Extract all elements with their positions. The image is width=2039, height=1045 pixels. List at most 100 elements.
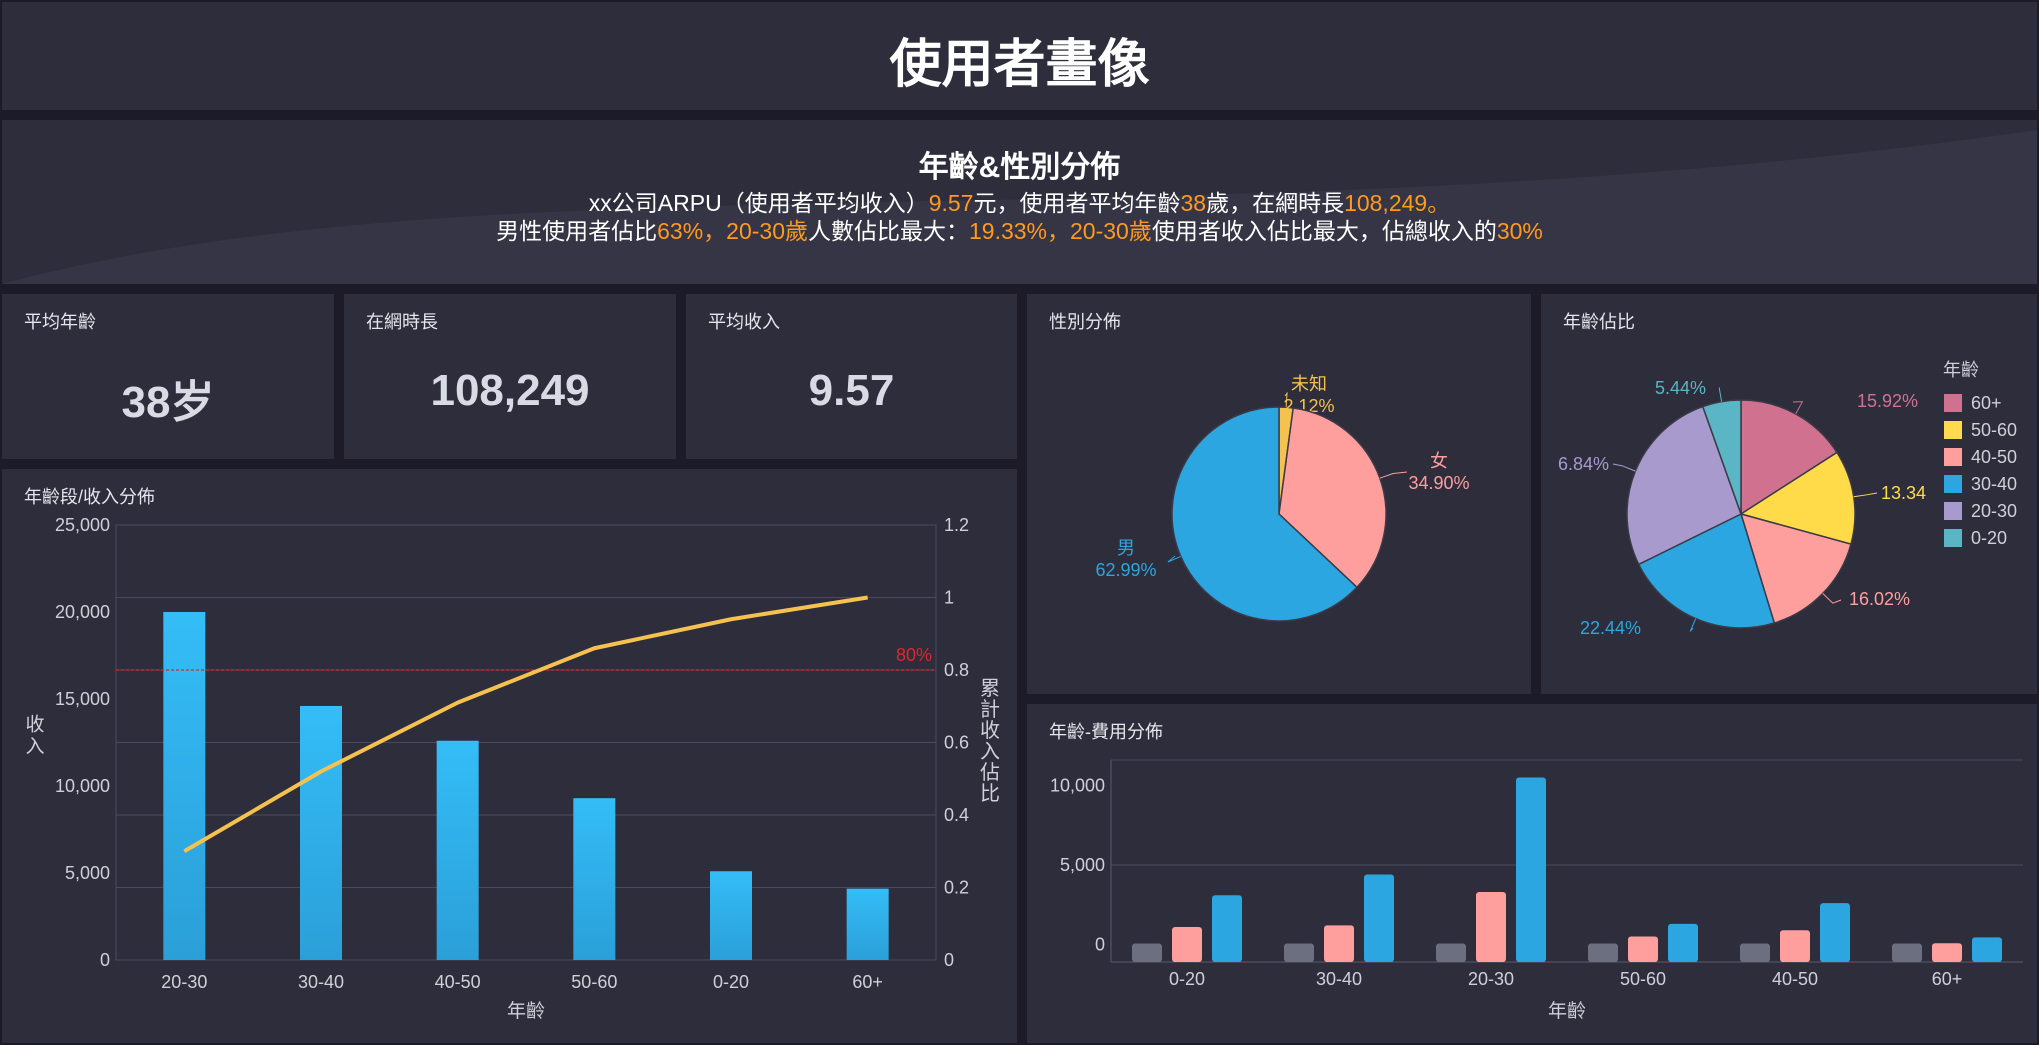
bar: [436, 740, 479, 960]
age-fee-title: 年齡-費用分佈: [1049, 722, 1163, 742]
age-fee-panel: 年齡-費用分佈 0 5,000 10,000 0-20 30-40 20-30 50-60 4…: [1027, 704, 2037, 1043]
bar: [846, 888, 889, 960]
gender-title: 性別分佈: [1049, 312, 1121, 332]
y2-tick-label: 1.2: [944, 515, 969, 535]
y-tick-label: 5,000: [65, 863, 110, 883]
summary-wave: [2, 130, 2037, 284]
fee-bar: [1740, 943, 1770, 962]
x-tick-label: 50-60: [571, 972, 617, 992]
y-tick-label: 20,000: [55, 602, 110, 622]
fee-bar: [1820, 903, 1850, 962]
legend-label: 40-50: [1971, 447, 2017, 467]
age-share-leader: [1853, 492, 1878, 498]
legend-label: 20-30: [1971, 501, 2017, 521]
age-share-leader: [1612, 463, 1636, 472]
age-share-slice: [1626, 405, 1742, 566]
age-share-leader: [1689, 618, 1697, 632]
fee-bar: [1932, 943, 1962, 962]
x-tick-label: 40-50: [1772, 969, 1818, 989]
fee-bar: [1324, 925, 1354, 962]
age-share-leader: [1718, 387, 1723, 402]
kpi-income-label: 平均收入: [708, 312, 780, 332]
summary-line-2-segment: 使用者收入佔比最大，佔總收入的: [1151, 218, 1497, 244]
age-share-panel: 年齡佔比 15.92% 13.34 16.02% 22.44% 6.84% 5.44% 年齡…: [1541, 294, 2037, 694]
y-tick-label: 25,000: [55, 515, 110, 535]
cumulative-line: [183, 595, 868, 853]
age-share-pie-chart: 15.92% 13.34 16.02% 22.44% 6.84% 5.44% 年齡 60+ 50…: [1558, 360, 2017, 638]
fee-bar: [1516, 777, 1546, 962]
fee-bar: [1972, 937, 2002, 962]
x-tick-label: 0-20: [713, 972, 749, 992]
fee-bar: [1132, 943, 1162, 962]
legend-label: 30-40: [1971, 474, 2017, 494]
gender-slice: [1278, 407, 1387, 589]
fee-bar: [1284, 943, 1314, 962]
fee-bar: [1588, 943, 1618, 962]
y2-tick-label: 0.4: [944, 805, 969, 825]
reference-label: 80%: [896, 645, 932, 665]
x-tick-label: 40-50: [435, 972, 481, 992]
x-tick-label: 20-30: [161, 972, 207, 992]
summary-line-1-segment: 9.57: [928, 190, 974, 216]
fee-bar: [1212, 895, 1242, 962]
y2-tick-label: 0: [944, 950, 954, 970]
age-share-slice: [1701, 399, 1742, 515]
x-tick-label: 30-40: [298, 972, 344, 992]
kpi-tenure-label: 在網時長: [366, 312, 438, 332]
summary-title: 年齡&性別分佈: [918, 151, 1121, 184]
fee-bar: [1476, 892, 1506, 962]
age-share-leader: [1792, 401, 1804, 415]
fee-bar: [1364, 874, 1394, 962]
page-title: 使用者畫像: [889, 36, 1150, 94]
gender-leader: [1379, 471, 1408, 479]
x-axis-label: 年齡: [1548, 1000, 1586, 1022]
age-share-value-label: 22.44%: [1580, 618, 1641, 638]
fee-bar: [1668, 923, 1698, 962]
x-tick-label: 60+: [852, 972, 883, 992]
fee-bar: [1892, 943, 1922, 962]
legend-swatch: [1944, 448, 1962, 466]
summary-line-2-segment: 63%，20-30歲: [657, 218, 808, 244]
gender-value-label: 62.99%: [1095, 560, 1156, 580]
kpi-tenure-value: 108,249: [430, 366, 590, 415]
age-income-title: 年齡段/收入分佈: [24, 487, 156, 507]
age-share-slice: [1637, 512, 1776, 629]
legend-swatch: [1944, 421, 1962, 439]
gender-name-label: 女: [1430, 451, 1448, 471]
gender-value-label: 34.90%: [1408, 473, 1469, 493]
bar: [710, 871, 752, 960]
age-share-value-label: 16.02%: [1849, 589, 1910, 609]
kpi-age-label: 平均年齡: [24, 312, 96, 332]
bar: [573, 798, 616, 960]
age-income-panel: 年齡段/收入分佈 0 0.2 0.4 0.6 0.8 1 1.2 0 5,000 10,000 15…: [2, 469, 1017, 1043]
y-tick-label: 10,000: [1050, 775, 1105, 795]
gender-leader: [1167, 555, 1181, 563]
age-share-slice: [1740, 399, 1838, 516]
legend-swatch: [1944, 394, 1962, 412]
bar: [163, 612, 206, 960]
x-tick-label: 60+: [1932, 969, 1963, 989]
summary-line-1-segment: xx公司ARPU（使用者平均收入）: [588, 190, 929, 216]
legend-label: 60+: [1971, 393, 2002, 413]
legend-label: 50-60: [1971, 420, 2017, 440]
summary-line-1: xx公司ARPU（使用者平均收入）9.57元，使用者平均年齡38歲，在網時長10…: [2, 184, 2037, 218]
y2-tick-label: 0.2: [944, 878, 969, 898]
legend-swatch: [1944, 529, 1962, 547]
fee-bar: [1628, 936, 1658, 962]
fee-bar: [1780, 930, 1810, 962]
summary-line-2-segment: 人數佔比最大：: [807, 218, 969, 244]
summary-line-1-segment: 38: [1180, 190, 1207, 216]
summary-panel: 年齡&性別分佈 xx公司ARPU（使用者平均收入）9.57元，使用者平均年齡38…: [2, 120, 2037, 284]
x-tick-label: 20-30: [1468, 969, 1514, 989]
legend-title: 年齡: [1943, 360, 1979, 380]
kpi-age-value: 38岁: [121, 378, 215, 427]
y2-tick-label: 0.8: [944, 660, 969, 680]
age-share-value-label: 15.92%: [1857, 391, 1918, 411]
kpi-average-income: 平均收入 9.57: [686, 294, 1017, 459]
gender-leader: [1284, 391, 1288, 408]
legend-swatch: [1944, 502, 1962, 520]
x-tick-label: 0-20: [1169, 969, 1205, 989]
y-tick-label: 0: [1095, 935, 1105, 955]
y2-axis-label: 累計收入佔比: [980, 678, 1000, 805]
summary-line-2-segment: 30%: [1496, 218, 1543, 244]
